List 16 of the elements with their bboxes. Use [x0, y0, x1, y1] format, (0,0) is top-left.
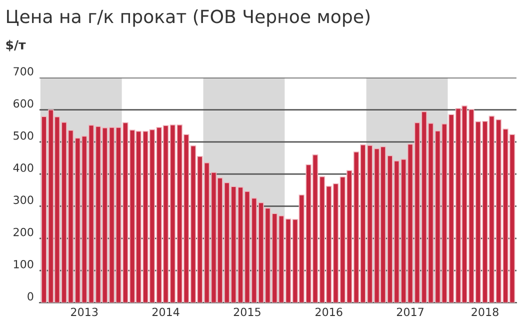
- x-tick-label: 2014: [152, 308, 180, 316]
- x-tick-label: 2013: [71, 308, 98, 316]
- x-tick-label: 2016: [316, 308, 342, 316]
- y-tick-label: 100: [14, 260, 34, 268]
- y-tick-label: 700: [14, 67, 34, 76]
- y-tick-label: 300: [14, 196, 34, 204]
- chart-title: Цена на г/к прокат (FOB Черное море): [7, 9, 370, 27]
- x-tick-label: 2015: [234, 308, 260, 316]
- y-tick-label: 600: [14, 99, 34, 108]
- y-tick-label: 500: [14, 131, 34, 140]
- y-axis-title: $/т: [6, 40, 26, 52]
- x-tick-label: 2018: [472, 308, 498, 316]
- y-tick-label: 0: [28, 292, 34, 301]
- y-tick-label: 400: [13, 164, 34, 172]
- x-tick-label: 2017: [396, 308, 424, 316]
- y-tick-label: 200: [14, 228, 34, 236]
